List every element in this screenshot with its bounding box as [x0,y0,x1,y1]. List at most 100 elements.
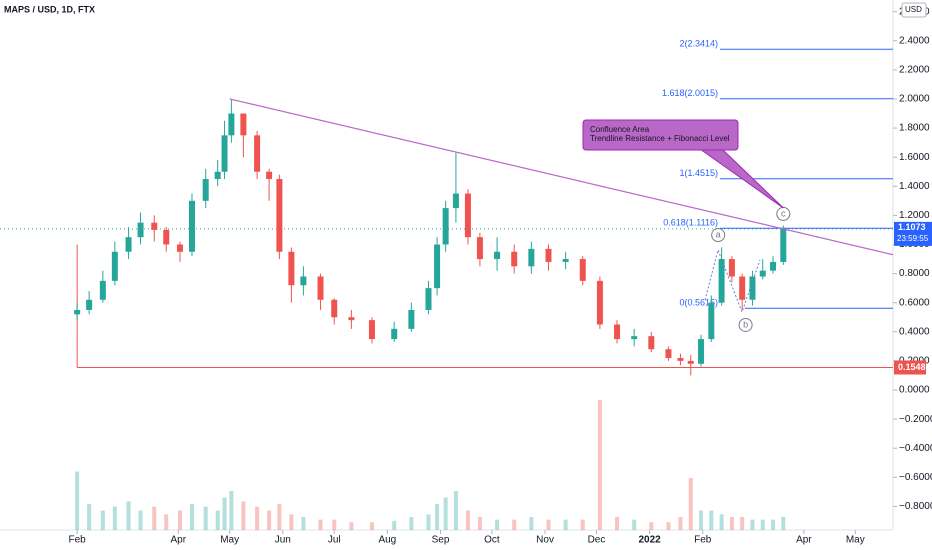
volume-bar [740,517,745,530]
y-tick-label: 0.4000 [899,326,930,337]
candle-body [74,309,81,315]
y-tick-label: 1.4000 [899,181,930,192]
volume-bar [495,519,500,530]
volume-bar [215,510,220,530]
candle-body [452,193,459,209]
candle-body [614,324,621,340]
x-tick-label: Nov [536,535,554,546]
x-tick-label: Apr [170,535,186,546]
volume-bar [649,522,654,530]
callout-text: Trendline Resistance + Fibonacci Level [590,134,730,143]
x-tick-label: 2022 [638,535,661,546]
candle-body [176,244,183,252]
volume-bar [729,517,734,530]
support-price: 0.1548 [898,362,926,372]
candle-body [562,259,569,262]
volume-bar [289,514,294,530]
volume-bar [318,519,323,530]
x-tick-label: Oct [484,535,500,546]
x-tick-label: Sep [432,535,450,546]
volume-bar [392,520,397,530]
volume-bar [435,504,440,530]
candle-body [163,229,170,245]
volume-bar [100,510,105,530]
volume-bar [771,519,776,530]
candle-body [511,251,518,267]
volume-bar [138,510,143,530]
volume-bar [126,501,131,530]
volume-bar [666,522,671,530]
fib-label: 1.618(2.0015) [662,88,718,98]
volume-bar [688,478,693,530]
x-tick-label: May [846,535,865,546]
y-tick-label: −0.2000 [899,414,932,425]
volume-bar [87,504,92,530]
candle-body [545,248,552,262]
volume-bar [453,491,458,530]
volume-bar [241,501,246,530]
volume-bar [546,519,551,530]
wave-label: c [781,208,786,218]
volume-bar [580,519,585,530]
candle-body [442,208,449,245]
y-tick-label: 2.2000 [899,64,930,75]
x-tick-label: Apr [796,535,812,546]
candle-body [331,299,338,318]
candle-body [228,113,235,136]
volume-bar [426,514,431,530]
volume-bar [750,519,755,530]
callout-text: Confluence Area [590,125,650,134]
x-tick-label: Feb [69,535,87,546]
y-tick-label: 2.0000 [899,94,930,105]
volume-bar [255,506,260,530]
volume-bar [177,510,182,530]
volume-bar [164,514,169,530]
y-tick-label: 0.8000 [899,268,930,279]
volume-bar [563,519,568,530]
volume-bar [409,517,414,530]
candle-body [221,135,228,172]
wave-label: a [716,229,721,239]
candle-body [648,336,655,350]
volume-bar [229,491,234,530]
volume-bar [267,510,272,530]
callout-box [582,119,739,151]
candle-body [728,259,735,277]
volume-bar [277,504,282,530]
y-tick-label: 1.6000 [899,152,930,163]
x-tick-label: Aug [378,535,396,546]
candle-body [137,222,144,238]
candle-body [317,276,324,300]
candle-body [111,251,118,281]
candle-body [739,276,746,300]
candle-body [596,280,603,325]
candle-body [677,357,684,361]
volume-bar [529,517,534,530]
candle-body [718,259,725,303]
y-tick-label: −0.4000 [899,443,932,454]
volume-bar [112,506,117,530]
wave-label: b [743,319,748,329]
candle-body [708,302,715,340]
volume-bar [781,517,786,530]
wave-marker [738,317,753,332]
countdown: 23:59:55 [897,234,929,243]
volume-bar [477,517,482,530]
volume-bar [75,471,80,530]
currency: USD [905,5,922,14]
fib-label: 0(0.5615) [679,298,718,308]
volume-bar [189,504,194,530]
candle-body [202,178,209,201]
candle-body [687,360,694,364]
candle-body [770,261,777,271]
volume-bar [301,517,306,530]
volume-bar [597,400,602,530]
candle-body [214,171,221,179]
trendline [229,98,894,256]
candle-body [266,171,273,179]
candle-body [300,276,307,286]
x-tick-label: Jul [328,535,341,546]
candle-body [276,178,283,252]
